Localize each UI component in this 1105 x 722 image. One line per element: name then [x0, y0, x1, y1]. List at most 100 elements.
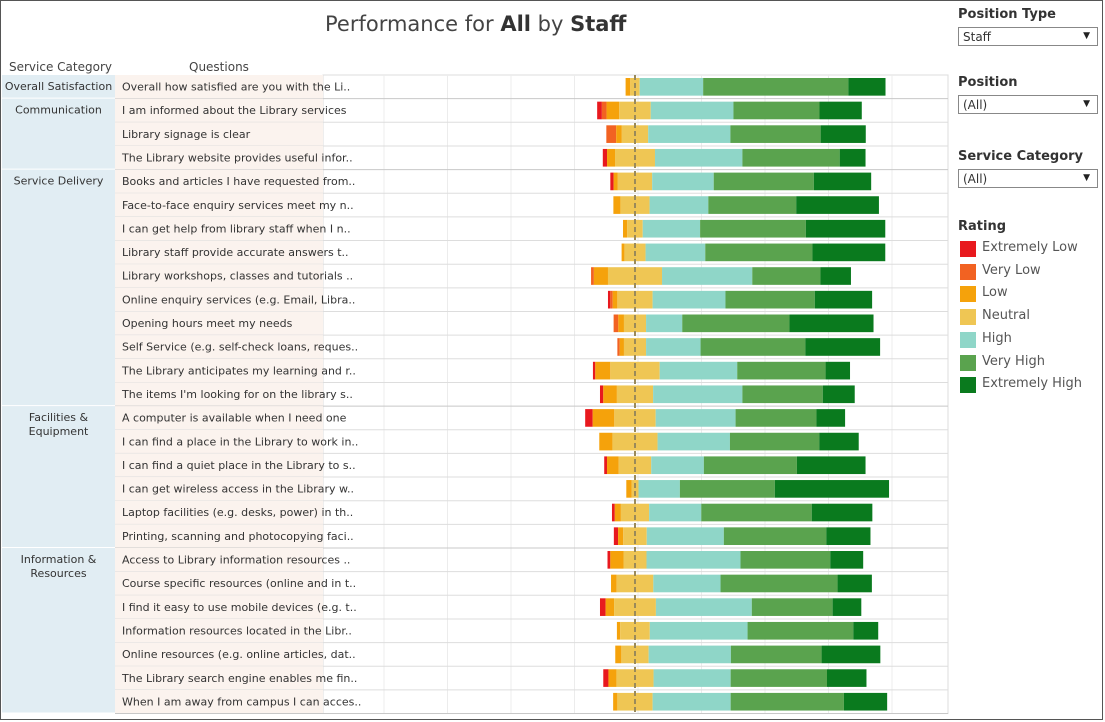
bar-segment-very-high[interactable]	[703, 456, 797, 475]
bar-segment-high[interactable]	[638, 480, 680, 498]
bar-segment-extremely-high[interactable]	[853, 621, 879, 640]
bar-segment-extremely-high[interactable]	[811, 503, 873, 522]
bar-segment-extremely-high[interactable]	[796, 456, 866, 475]
bar-segment-high[interactable]	[649, 621, 748, 640]
bar-segment-extremely-high[interactable]	[832, 598, 862, 616]
bar-segment-very-high[interactable]	[729, 432, 820, 451]
service-category-dropdown[interactable]: (All) ▼	[958, 169, 1098, 188]
bar-segment-low[interactable]	[608, 669, 617, 687]
bar-segment-low[interactable]	[618, 527, 624, 545]
bar-segment-very-high[interactable]	[700, 219, 806, 238]
bar-segment-high[interactable]	[646, 314, 683, 333]
bar-segment-high[interactable]	[648, 645, 731, 664]
bar-segment-high[interactable]	[655, 598, 752, 616]
bar-segment-very-high[interactable]	[705, 243, 813, 262]
bar-segment-neutral[interactable]	[623, 338, 647, 356]
bar-segment-high[interactable]	[649, 196, 709, 214]
bar-segment-low[interactable]	[623, 219, 628, 238]
bar-segment-extremely-low[interactable]	[603, 669, 609, 687]
bar-segment-very-low[interactable]	[601, 101, 607, 120]
bar-segment-low[interactable]	[611, 574, 617, 593]
bar-segment-extremely-high[interactable]	[789, 314, 874, 333]
bar-segment-very-high[interactable]	[725, 290, 815, 309]
bar-segment-very-high[interactable]	[713, 172, 814, 191]
bar-segment-low[interactable]	[592, 409, 615, 427]
bar-segment-extremely-high[interactable]	[820, 267, 851, 285]
bar-segment-very-high[interactable]	[747, 621, 854, 640]
bar-segment-extremely-low[interactable]	[597, 101, 602, 120]
bar-segment-very-high[interactable]	[723, 527, 827, 545]
bar-segment-extremely-high[interactable]	[820, 125, 866, 143]
bar-segment-very-low[interactable]	[617, 338, 620, 356]
bar-segment-high[interactable]	[651, 456, 704, 475]
bar-segment-extremely-high[interactable]	[826, 669, 867, 687]
bar-segment-very-high[interactable]	[700, 338, 806, 356]
bar-segment-high[interactable]	[642, 219, 701, 238]
bar-segment-very-low[interactable]	[610, 290, 613, 309]
bar-segment-extremely-high[interactable]	[843, 692, 888, 711]
bar-segment-very-high[interactable]	[740, 551, 831, 569]
bar-segment-high[interactable]	[645, 243, 706, 262]
bar-segment-neutral[interactable]	[631, 480, 639, 498]
bar-segment-very-high[interactable]	[679, 480, 775, 498]
bar-segment-low[interactable]	[610, 551, 624, 569]
bar-segment-very-high[interactable]	[701, 503, 812, 522]
bar-segment-very-low[interactable]	[606, 125, 617, 143]
bar-segment-low[interactable]	[613, 692, 618, 711]
bar-segment-very-high[interactable]	[742, 385, 823, 404]
bar-segment-extremely-low[interactable]	[611, 503, 615, 522]
bar-segment-low[interactable]	[613, 172, 618, 191]
bar-segment-low[interactable]	[593, 267, 608, 285]
bar-segment-high[interactable]	[649, 503, 702, 522]
bar-segment-low[interactable]	[619, 338, 624, 356]
bar-segment-high[interactable]	[652, 172, 714, 191]
bar-segment-low[interactable]	[612, 290, 618, 309]
bar-segment-high[interactable]	[646, 551, 741, 569]
bar-segment-very-high[interactable]	[735, 409, 817, 427]
bar-segment-low[interactable]	[606, 101, 620, 120]
bar-segment-neutral[interactable]	[620, 503, 650, 522]
bar-segment-high[interactable]	[646, 527, 724, 545]
bar-segment-extremely-high[interactable]	[848, 78, 886, 96]
bar-segment-low[interactable]	[603, 385, 617, 404]
bar-segment-very-high[interactable]	[730, 692, 844, 711]
bar-segment-neutral[interactable]	[616, 385, 654, 404]
bar-segment-extremely-high[interactable]	[826, 527, 871, 545]
bar-segment-neutral[interactable]	[618, 456, 652, 475]
bar-segment-high[interactable]	[659, 361, 738, 380]
bar-segment-very-high[interactable]	[752, 267, 821, 285]
bar-segment-low[interactable]	[599, 432, 613, 451]
bar-segment-extremely-low[interactable]	[610, 172, 614, 191]
bar-segment-extremely-low[interactable]	[599, 598, 606, 616]
bar-segment-low[interactable]	[613, 196, 621, 214]
bar-segment-low[interactable]	[595, 361, 611, 380]
bar-segment-extremely-low[interactable]	[607, 290, 611, 309]
bar-segment-low[interactable]	[605, 598, 615, 616]
bar-segment-low[interactable]	[614, 503, 621, 522]
bar-segment-extremely-high[interactable]	[819, 101, 862, 120]
bar-segment-neutral[interactable]	[623, 527, 647, 545]
bar-segment-extremely-high[interactable]	[774, 480, 890, 498]
bar-segment-high[interactable]	[650, 101, 734, 120]
bar-segment-very-high[interactable]	[703, 78, 849, 96]
bar-segment-high[interactable]	[653, 385, 743, 404]
bar-segment-low[interactable]	[625, 78, 631, 96]
bar-segment-extremely-low[interactable]	[585, 409, 593, 427]
bar-segment-extremely-high[interactable]	[796, 196, 879, 214]
bar-segment-very-high[interactable]	[737, 361, 826, 380]
bar-segment-low[interactable]	[618, 314, 624, 333]
bar-segment-very-high[interactable]	[708, 196, 797, 214]
bar-segment-extremely-low[interactable]	[613, 527, 619, 545]
bar-segment-extremely-high[interactable]	[825, 361, 851, 380]
position-dropdown[interactable]: (All) ▼	[958, 95, 1098, 114]
bar-segment-very-high[interactable]	[720, 574, 838, 593]
bar-segment-high[interactable]	[652, 290, 726, 309]
bar-segment-very-high[interactable]	[730, 125, 821, 143]
bar-segment-extremely-high[interactable]	[812, 243, 886, 262]
bar-segment-very-low[interactable]	[613, 314, 619, 333]
bar-segment-extremely-high[interactable]	[819, 432, 859, 451]
bar-segment-very-high[interactable]	[682, 314, 790, 333]
bar-segment-high[interactable]	[657, 432, 730, 451]
bar-segment-neutral[interactable]	[614, 409, 656, 427]
bar-segment-extremely-high[interactable]	[821, 645, 881, 664]
